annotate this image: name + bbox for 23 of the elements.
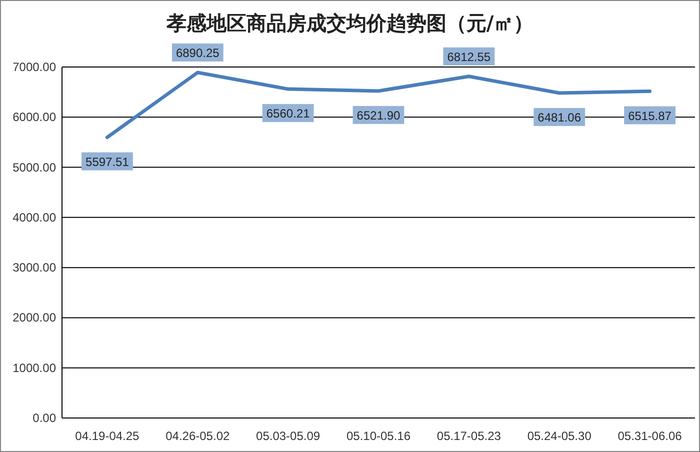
data-label: 6515.87 [628, 108, 672, 123]
x-tick-label: 04.26-05.02 [166, 429, 230, 443]
x-tick-label: 05.03-05.09 [256, 429, 320, 443]
data-label: 6560.21 [266, 106, 310, 121]
chart-title: 孝感地区商品房成交均价趋势图（元/㎡） [165, 11, 534, 35]
data-label: 5597.51 [86, 154, 130, 169]
x-tick-label: 05.17-05.23 [436, 429, 502, 443]
y-tick-label: 2000.00 [12, 310, 56, 325]
x-tick-label: 05.10-05.16 [346, 429, 411, 443]
data-label: 6521.90 [356, 108, 401, 122]
y-tick-label: 6000.00 [12, 110, 56, 124]
x-tick-label: 05.24-05.30 [527, 429, 592, 443]
y-tick-label: 3000.00 [12, 260, 56, 275]
y-tick-label: 1000.00 [12, 360, 56, 375]
y-tick-label: 4000.00 [12, 210, 56, 224]
data-label: 6812.55 [447, 50, 491, 64]
x-tick-label: 05.31-06.06 [618, 429, 682, 443]
data-label: 6890.25 [176, 46, 220, 60]
x-tick-label: 04.19-04.25 [75, 429, 140, 443]
y-tick-label: 0.00 [32, 411, 56, 425]
y-tick-label: 5000.00 [12, 160, 56, 174]
data-label: 6481.06 [538, 110, 582, 125]
y-tick-label: 7000.00 [12, 60, 56, 74]
